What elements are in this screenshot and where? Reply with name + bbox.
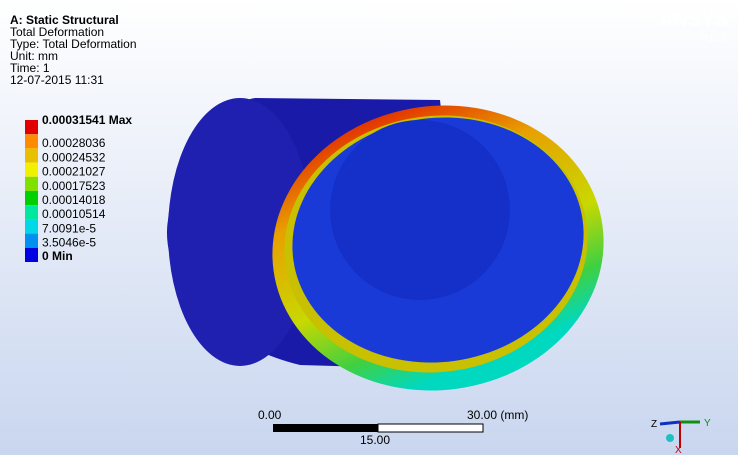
legend-label: 3.5046e-5 [42, 236, 96, 250]
scale-end: 30.00 (mm) [467, 408, 528, 422]
legend-swatch [25, 247, 38, 262]
legend-label: 0.00017523 [42, 179, 106, 193]
header-line: Total Deformation [10, 25, 104, 39]
legend-swatch [25, 120, 38, 135]
legend-swatch [25, 176, 38, 191]
legend-swatch [25, 191, 38, 206]
triad: Z Y X [651, 418, 711, 455]
legend-label: 0.00010514 [42, 207, 106, 221]
scale-start: 0.00 [258, 408, 282, 422]
triad-z: Z [651, 419, 657, 430]
legend-label: 0.00014018 [42, 193, 106, 207]
legend-label: 0.00024532 [42, 150, 106, 164]
scale-bar: 0.00 30.00 (mm) 15.00 [258, 408, 528, 447]
header-line: Time: 1 [10, 61, 50, 75]
legend-swatch [25, 219, 38, 234]
legend-label: 7.0091e-5 [42, 221, 96, 235]
triad-x: X [675, 445, 682, 455]
legend-swatch [25, 134, 38, 149]
legend-swatch [25, 233, 38, 248]
scale-middle: 15.00 [360, 433, 390, 447]
legend-label: 0.00021027 [42, 165, 106, 179]
legend-swatch [25, 148, 38, 163]
logo: ANSYS [659, 9, 728, 31]
header-line: Unit: mm [10, 49, 58, 63]
legend: 0.00031541 Max 0.000280360.000245320.0002… [25, 113, 132, 263]
logo-version: R14.5 [701, 34, 728, 45]
legend-swatch [25, 205, 38, 220]
header-line: A: Static Structural [10, 13, 119, 27]
header-line: 12-07-2015 11:31 [10, 73, 104, 87]
legend-label: 0.00031541 Max [42, 113, 132, 127]
legend-label: 0 Min [42, 249, 73, 263]
model [167, 98, 604, 391]
legend-label: 0.00028036 [42, 136, 106, 150]
triad-y: Y [704, 418, 711, 429]
legend-swatch [25, 162, 38, 177]
header-line: Type: Total Deformation [10, 37, 137, 51]
